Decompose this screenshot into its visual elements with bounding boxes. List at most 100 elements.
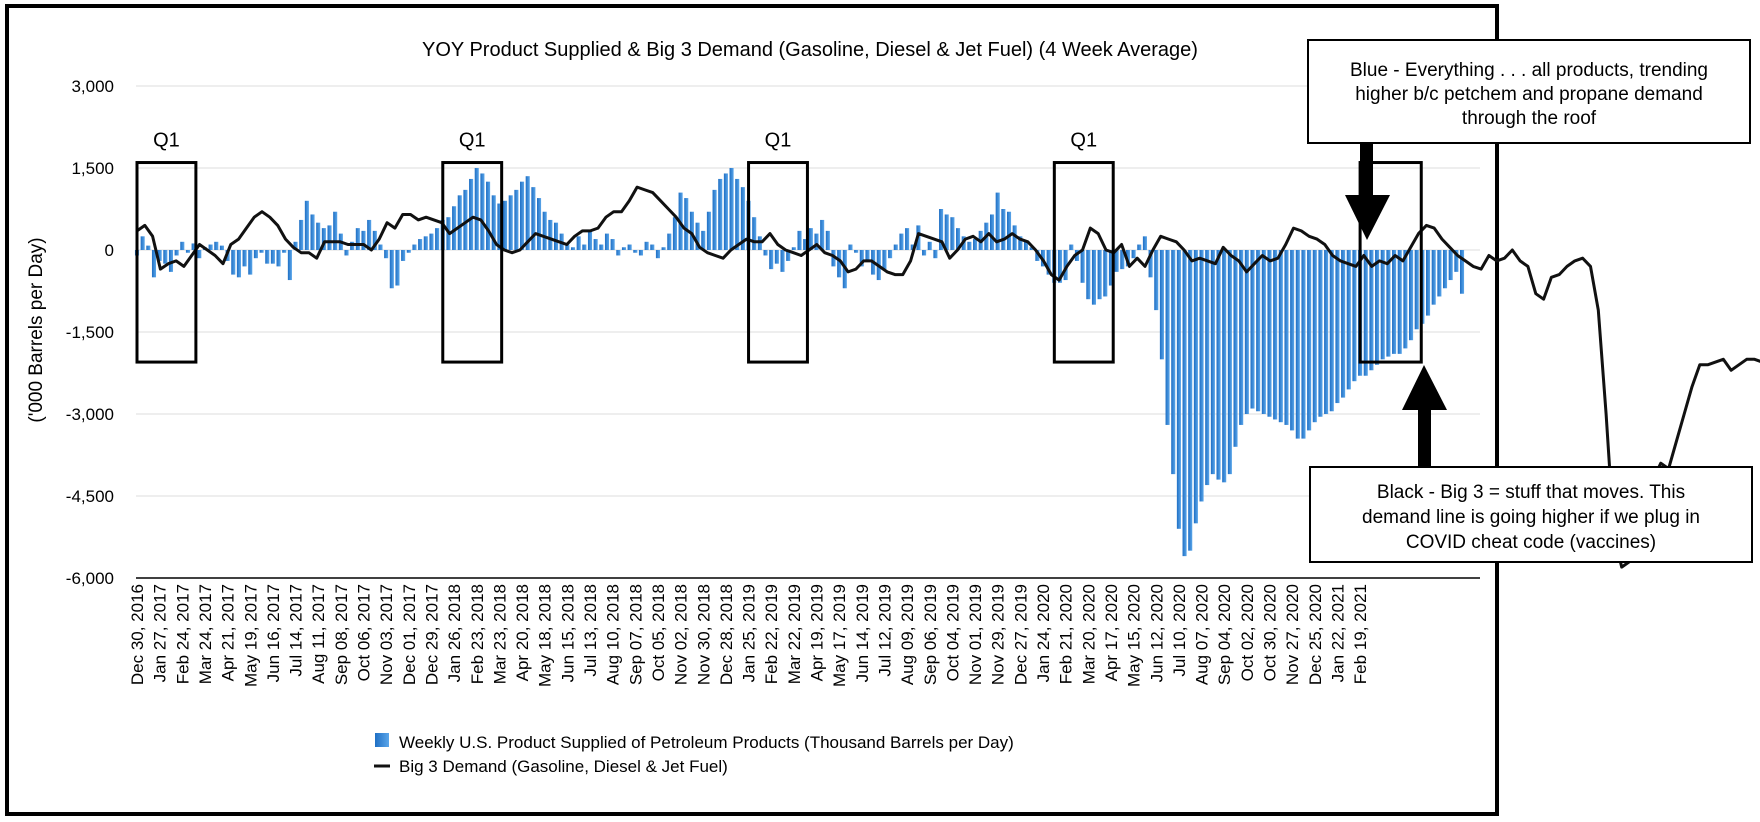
bar bbox=[503, 200, 508, 250]
note-line: demand line is going higher if we plug i… bbox=[1362, 507, 1700, 528]
bar bbox=[1244, 250, 1249, 414]
x-tick-label: Oct 04, 2019 bbox=[943, 584, 962, 681]
note-line: Blue - Everything . . . all products, tr… bbox=[1350, 60, 1708, 81]
bar bbox=[667, 233, 672, 250]
bar bbox=[151, 250, 157, 278]
bar bbox=[1414, 250, 1419, 330]
bar bbox=[650, 244, 655, 250]
x-tick-label: Mar 22, 2019 bbox=[785, 584, 804, 684]
bar bbox=[214, 241, 219, 250]
bar bbox=[740, 187, 745, 250]
bar bbox=[231, 250, 236, 275]
bar bbox=[661, 247, 666, 250]
bar bbox=[474, 168, 479, 250]
bar bbox=[310, 214, 315, 250]
bar bbox=[1001, 209, 1006, 250]
bar bbox=[270, 250, 275, 264]
x-tick-label: Jan 24, 2020 bbox=[1034, 584, 1053, 682]
bar bbox=[1148, 250, 1153, 278]
bar bbox=[825, 230, 830, 250]
bar bbox=[865, 250, 870, 261]
bar bbox=[344, 250, 349, 256]
bar bbox=[593, 239, 598, 250]
x-tick-label: Apr 20, 2018 bbox=[513, 584, 532, 681]
bar bbox=[718, 178, 723, 250]
x-tick-label: Jul 13, 2018 bbox=[581, 584, 600, 677]
bar bbox=[486, 181, 491, 250]
bar bbox=[327, 225, 332, 250]
bar bbox=[706, 211, 711, 250]
bar bbox=[1442, 250, 1448, 289]
bar bbox=[1273, 250, 1278, 420]
bar bbox=[1069, 244, 1074, 250]
bar bbox=[1114, 250, 1119, 272]
bar bbox=[293, 241, 298, 250]
x-tick-label: Feb 23, 2018 bbox=[468, 584, 487, 684]
bar bbox=[1250, 250, 1255, 409]
bar bbox=[372, 230, 377, 250]
bar bbox=[429, 233, 434, 250]
bar bbox=[1261, 250, 1266, 414]
bar bbox=[1437, 250, 1442, 297]
bar bbox=[859, 250, 864, 267]
bar bbox=[582, 244, 587, 250]
arrow-down-icon bbox=[1345, 195, 1390, 240]
bar bbox=[1131, 250, 1136, 259]
note-box-black bbox=[1309, 466, 1753, 563]
note-line: higher b/c petchem and propane demand bbox=[1355, 84, 1703, 105]
bar bbox=[423, 236, 428, 250]
bar bbox=[1063, 250, 1068, 281]
bar bbox=[655, 250, 660, 259]
bar bbox=[389, 250, 394, 289]
bar bbox=[1278, 250, 1283, 423]
bar bbox=[922, 250, 927, 256]
bar bbox=[452, 206, 457, 250]
bar bbox=[520, 181, 525, 250]
bar bbox=[1199, 250, 1204, 502]
x-tick-label: May 17, 2019 bbox=[830, 584, 849, 687]
bar bbox=[1239, 250, 1244, 425]
bar bbox=[1086, 250, 1091, 300]
bar bbox=[1290, 250, 1295, 431]
bar bbox=[248, 250, 253, 275]
bar bbox=[497, 203, 502, 250]
gridlines bbox=[136, 85, 1480, 497]
x-tick-label: Sep 06, 2019 bbox=[921, 584, 940, 685]
bar bbox=[1312, 250, 1317, 423]
bar bbox=[463, 189, 468, 250]
axes: 3,000 1,500 0 -1,500 -3,000 -4,500 -6,000 Dec 3… bbox=[66, 77, 1480, 687]
x-tick-label: May 18, 2018 bbox=[536, 584, 555, 687]
bar bbox=[1267, 250, 1272, 417]
bar bbox=[735, 178, 740, 250]
bar bbox=[163, 250, 168, 264]
y-tick-label: -1,500 bbox=[66, 323, 114, 342]
legend-label: Big 3 Demand (Gasoline, Diesel & Jet Fue… bbox=[399, 757, 728, 776]
bar bbox=[786, 250, 791, 261]
bar bbox=[905, 228, 910, 250]
bar bbox=[1426, 250, 1431, 316]
bar-series bbox=[134, 168, 1465, 557]
x-tick-label: Jun 14, 2019 bbox=[853, 584, 872, 682]
bar bbox=[1386, 250, 1391, 357]
x-tick-label: Feb 21, 2020 bbox=[1057, 584, 1076, 684]
bar bbox=[525, 176, 530, 250]
bar bbox=[287, 250, 292, 281]
bar bbox=[1080, 250, 1085, 283]
x-tick-label: Dec 27, 2019 bbox=[1011, 584, 1030, 685]
x-tick-label: Feb 19, 2021 bbox=[1351, 584, 1370, 684]
bar bbox=[1397, 250, 1402, 354]
x-tick-label: Oct 30, 2020 bbox=[1261, 584, 1280, 681]
y-tick-label: 1,500 bbox=[71, 159, 114, 178]
x-tick-label: Dec 29, 2017 bbox=[422, 584, 441, 685]
bar bbox=[259, 250, 264, 253]
bar bbox=[1023, 241, 1029, 250]
bar bbox=[621, 247, 627, 250]
bar bbox=[401, 250, 406, 261]
x-tick-label: Mar 23, 2018 bbox=[490, 584, 509, 684]
bar bbox=[1142, 236, 1147, 250]
bar bbox=[1256, 250, 1261, 412]
bar bbox=[1227, 250, 1232, 475]
bar bbox=[599, 244, 604, 250]
bar bbox=[1103, 250, 1108, 297]
bar bbox=[157, 250, 162, 261]
